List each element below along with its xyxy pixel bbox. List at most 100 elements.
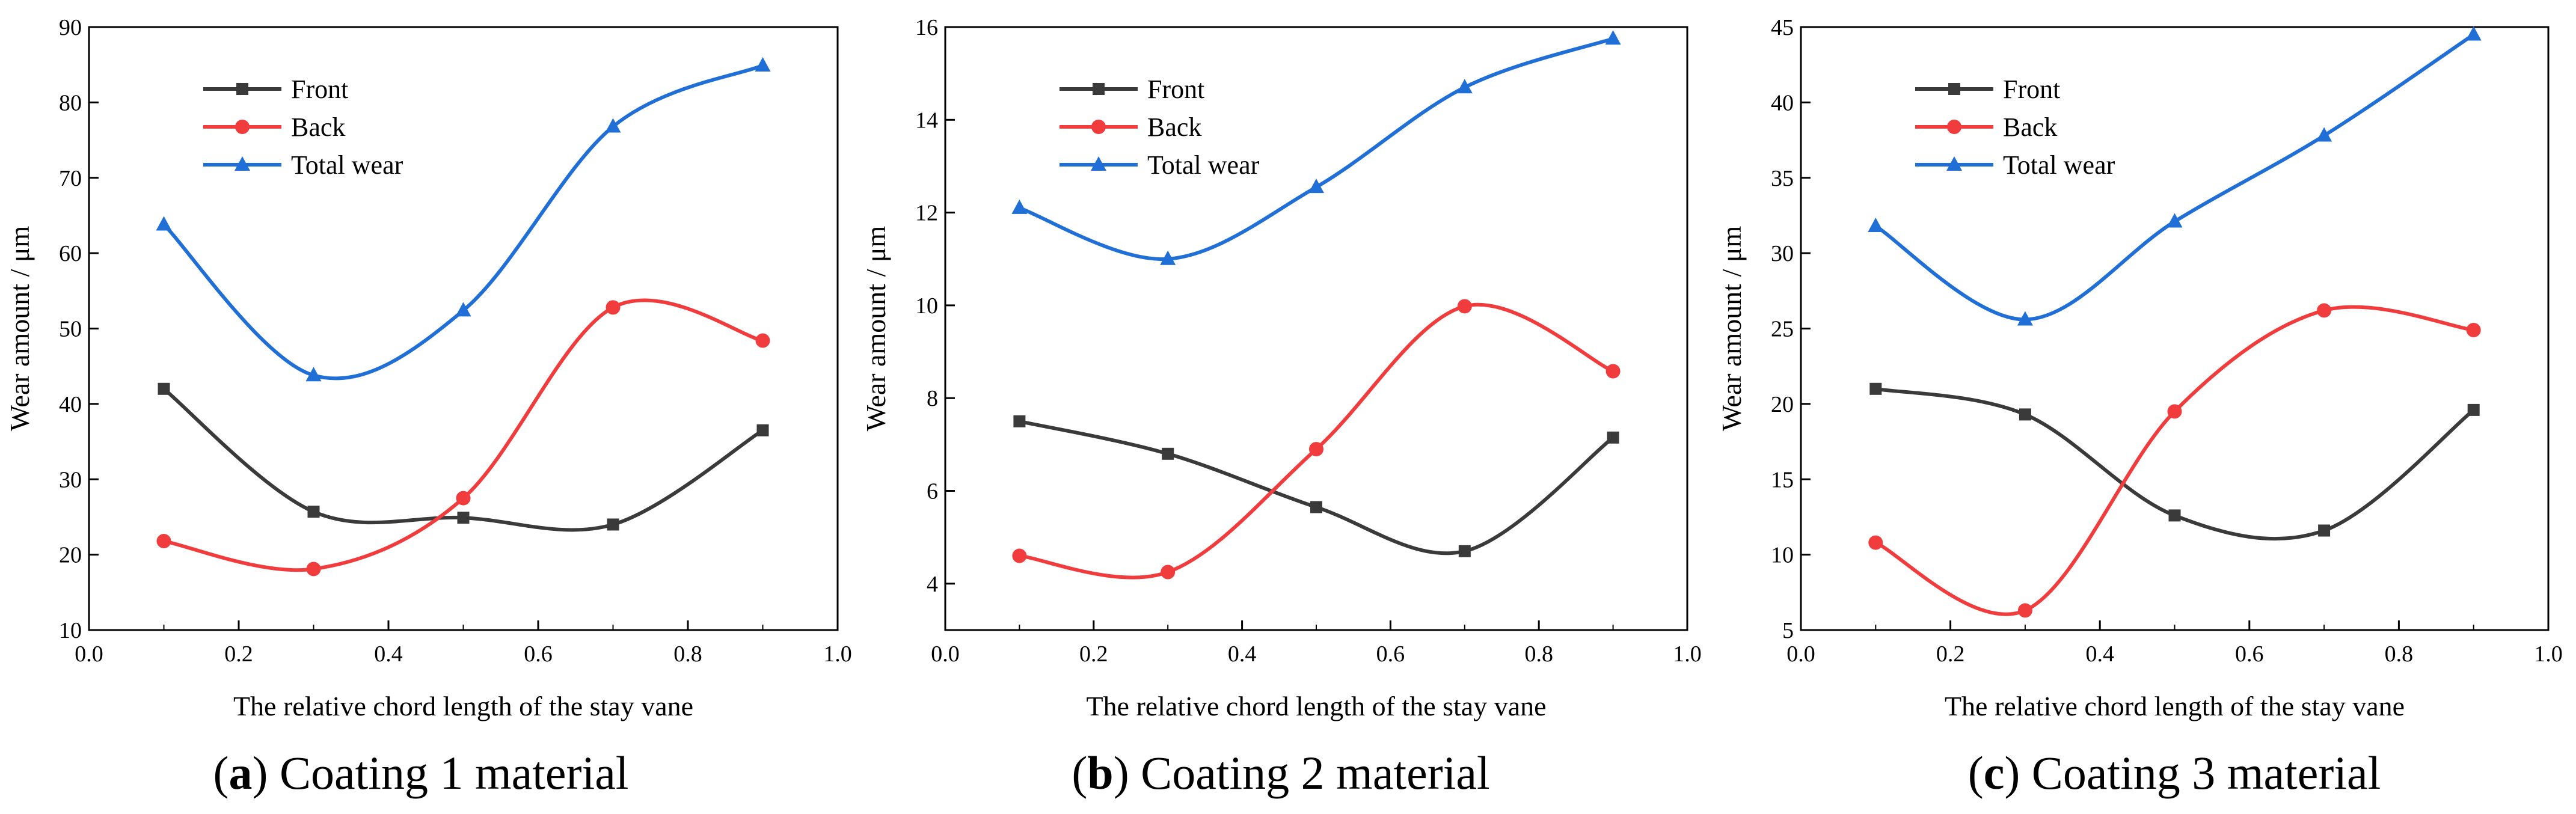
legend-item: Front bbox=[1060, 75, 1204, 104]
x-tick-label: 0.0 bbox=[1786, 641, 1815, 667]
y-tick-label: 10 bbox=[59, 618, 82, 643]
legend: Front Back Total wear bbox=[1915, 75, 2115, 180]
x-tick-label: 0.6 bbox=[524, 641, 553, 667]
legend-label: Front bbox=[291, 75, 348, 104]
y-tick-label: 15 bbox=[1771, 467, 1794, 492]
x-tick-label: 0.4 bbox=[1228, 641, 1257, 667]
y-tick-label: 6 bbox=[927, 479, 938, 504]
legend-item: Front bbox=[1915, 75, 2060, 104]
legend-label: Front bbox=[2003, 75, 2060, 104]
data-point bbox=[2167, 213, 2183, 228]
y-axis-title: Wear amount / μm bbox=[860, 225, 891, 431]
legend-item: Total wear bbox=[1060, 150, 1260, 180]
y-tick-label: 14 bbox=[915, 108, 938, 133]
data-point bbox=[756, 424, 769, 436]
legend-marker bbox=[1948, 83, 1960, 95]
caption-title: ) Coating 2 material bbox=[1114, 747, 1490, 799]
series-line bbox=[162, 64, 764, 381]
y-tick-label: 16 bbox=[915, 15, 938, 40]
data-point bbox=[1457, 299, 1472, 314]
data-point bbox=[1310, 501, 1322, 513]
x-tick-label: 0.2 bbox=[1936, 641, 1965, 667]
data-point bbox=[1013, 415, 1026, 427]
caption-letter: a bbox=[229, 747, 253, 799]
plot-frame bbox=[88, 26, 839, 631]
legend-marker bbox=[236, 83, 248, 95]
x-tick-label: 1.0 bbox=[1673, 641, 1702, 667]
series-line bbox=[1019, 419, 1615, 555]
plot-frame bbox=[1800, 26, 2550, 631]
x-tick-label: 0.8 bbox=[1524, 641, 1553, 667]
series-total-wear bbox=[1011, 30, 1621, 265]
caption-letter: b bbox=[1087, 747, 1113, 799]
y-tick-label: 10 bbox=[1771, 543, 1794, 568]
data-point bbox=[1012, 548, 1027, 563]
legend-item: Total wear bbox=[1915, 150, 2115, 180]
legend-item: Back bbox=[1060, 112, 1201, 142]
y-tick-label: 60 bbox=[59, 241, 82, 266]
data-point bbox=[2466, 323, 2481, 338]
legend-marker bbox=[1946, 156, 1962, 171]
caption-title: ) Coating 1 material bbox=[253, 747, 629, 799]
data-point bbox=[1456, 79, 1473, 94]
chart-panel-c: 0.0 0.2 0.4 0.6 0.8 1.0 5 10 15 20 25 30 35 40 45 The r… bbox=[1716, 15, 2563, 799]
data-point bbox=[455, 302, 471, 317]
legend-marker bbox=[1093, 83, 1105, 95]
y-tick-label: 90 bbox=[59, 15, 82, 40]
legend-label: Total wear bbox=[291, 150, 403, 180]
series-line bbox=[1019, 37, 1614, 261]
y-tick-label: 25 bbox=[1771, 317, 1794, 342]
x-tick-label: 0.0 bbox=[931, 641, 960, 667]
y-tick-label: 35 bbox=[1771, 166, 1794, 191]
data-point bbox=[607, 518, 619, 531]
x-tick-label: 0.4 bbox=[2085, 641, 2114, 667]
legend-label: Back bbox=[291, 112, 345, 142]
y-tick-label: 40 bbox=[59, 392, 82, 417]
series-front bbox=[158, 382, 769, 532]
x-tick-label: 0.2 bbox=[224, 641, 253, 667]
data-point bbox=[2317, 303, 2332, 318]
x-tick-label: 0.2 bbox=[1079, 641, 1108, 667]
data-point bbox=[2167, 404, 2182, 419]
series-line bbox=[1874, 33, 2475, 322]
data-point bbox=[457, 512, 470, 524]
x-tick-label: 0.0 bbox=[75, 641, 103, 667]
y-tick-label: 80 bbox=[59, 90, 82, 115]
data-point bbox=[158, 382, 170, 395]
caption-paren: ( bbox=[1072, 747, 1087, 799]
data-point bbox=[1605, 364, 1621, 379]
data-point bbox=[1161, 565, 1176, 580]
data-point bbox=[1308, 179, 1324, 194]
panel-caption: (a) Coating 1 material bbox=[213, 747, 629, 799]
y-tick-label: 45 bbox=[1771, 15, 1794, 40]
data-point bbox=[156, 216, 172, 231]
x-axis-title: The relative chord length of the stay va… bbox=[1086, 691, 1546, 721]
legend-item: Total wear bbox=[203, 150, 403, 180]
data-point bbox=[1162, 447, 1174, 460]
data-point bbox=[2467, 403, 2480, 416]
data-point bbox=[2019, 408, 2031, 421]
data-point bbox=[2465, 26, 2482, 41]
data-point bbox=[1458, 545, 1471, 557]
data-point bbox=[1309, 442, 1323, 457]
legend-label: Total wear bbox=[2003, 150, 2115, 180]
data-point bbox=[2017, 603, 2032, 618]
series-line bbox=[162, 387, 764, 532]
data-point bbox=[2168, 509, 2181, 522]
legend-marker bbox=[1091, 120, 1106, 134]
y-tick-label: 50 bbox=[59, 317, 82, 342]
series-back bbox=[1012, 299, 1621, 580]
y-tick-label: 70 bbox=[59, 166, 82, 191]
y-tick-label: 20 bbox=[1771, 392, 1794, 417]
data-point bbox=[2318, 524, 2331, 537]
data-point bbox=[755, 57, 771, 72]
legend-marker bbox=[235, 156, 250, 171]
x-axis-title: The relative chord length of the stay va… bbox=[233, 691, 693, 721]
data-point bbox=[307, 506, 320, 518]
y-tick-label: 10 bbox=[915, 293, 938, 319]
data-point bbox=[605, 118, 621, 133]
series-front bbox=[1869, 382, 2480, 541]
data-point bbox=[305, 367, 322, 382]
y-tick-label: 30 bbox=[59, 467, 82, 492]
x-axis-title: The relative chord length of the stay va… bbox=[1945, 691, 2405, 721]
